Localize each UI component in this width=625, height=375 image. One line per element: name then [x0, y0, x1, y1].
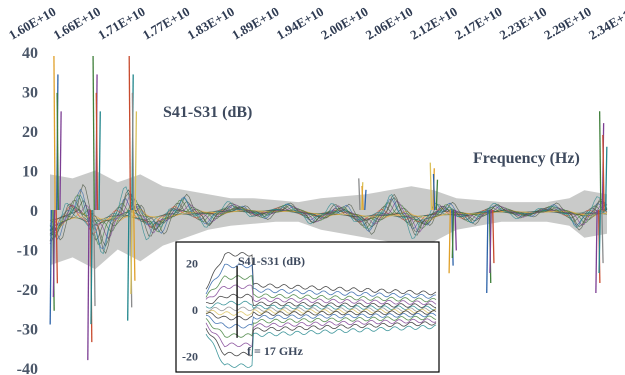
y-tick-labels: 40 30 20 10 0 -10 -20 -30 -40 — [17, 45, 38, 375]
spike-line — [128, 55, 132, 211]
spike-line — [95, 92, 99, 211]
trace-line — [49, 198, 608, 240]
spike-line — [134, 111, 138, 211]
inset-chart: 20 0 -20 S41-S31 (dB) f = 17 GHz — [175, 241, 440, 373]
x-tick-label: 1.94E+10 — [274, 4, 326, 43]
y-tick-label: -10 — [17, 243, 38, 260]
trace-line — [49, 204, 608, 234]
inset-y-tick-label: 0 — [192, 303, 198, 317]
spike-line — [451, 209, 455, 259]
spike-line — [435, 179, 439, 211]
y-tick-label: -20 — [17, 282, 38, 299]
inset-trace-line — [205, 310, 437, 321]
x-tick-label: 1.71E+10 — [95, 4, 147, 43]
spike-line — [127, 209, 130, 321]
spike-line — [87, 209, 90, 361]
spike-line — [448, 209, 451, 274]
trace-line — [49, 208, 608, 228]
x-tick-label: 1.89E+10 — [229, 4, 281, 43]
trace-line — [49, 193, 608, 245]
inset-y-tick-label: -20 — [182, 349, 198, 363]
inset-trace-line — [205, 312, 437, 329]
trace-line — [49, 186, 608, 255]
y-tick-label: -30 — [17, 322, 38, 339]
spike-line — [55, 209, 59, 284]
inset-y-tick-label: 20 — [186, 257, 198, 271]
inset-trace-line — [205, 315, 437, 338]
inset-trace-line — [205, 318, 437, 348]
y-tick-label: -40 — [17, 361, 38, 375]
spike-line — [133, 209, 136, 281]
x-tick-label: 1.77E+10 — [140, 4, 192, 43]
x-tick-labels: 1.60E+101.66E+101.71E+101.77E+101.83E+10… — [6, 4, 625, 43]
spike-line — [49, 209, 53, 325]
x-tick-label: 1.83E+10 — [184, 4, 236, 43]
inset-trace-line — [205, 300, 437, 311]
spike-line — [604, 146, 608, 211]
spike-line — [130, 209, 133, 295]
spike-traces — [49, 55, 608, 361]
spike-line — [364, 189, 367, 211]
spike-line — [98, 111, 101, 211]
spike-line — [90, 209, 93, 325]
spike-line — [602, 134, 605, 211]
x-tick-label: 2.12E+10 — [408, 4, 460, 43]
spike-line — [601, 209, 604, 264]
spike-line — [489, 209, 492, 274]
y-tick-label: 40 — [22, 45, 38, 62]
y-tick-label: 10 — [22, 164, 38, 181]
inset-y-axis-title: S41-S31 (dB) — [238, 254, 305, 268]
envelope-band — [50, 170, 607, 270]
spike-line — [432, 173, 436, 211]
spike-line — [492, 209, 495, 264]
spike-line — [361, 185, 364, 211]
y-tick-label: 20 — [22, 124, 38, 141]
inset-trace-line — [205, 284, 437, 306]
spike-line — [53, 55, 56, 211]
inset-trace-line — [205, 263, 436, 299]
spike-line — [595, 209, 598, 293]
inset-trace-line — [205, 275, 437, 303]
spike-line — [56, 92, 59, 211]
spike-line — [429, 162, 433, 211]
frequency-annotation: f = 17 GHz — [247, 344, 304, 358]
x-axis-title: Frequency (Hz) — [473, 150, 580, 167]
x-tick-label: 2.06E+10 — [363, 4, 415, 43]
inset-trace-line — [205, 321, 437, 357]
inset-frame — [175, 241, 440, 373]
spike-line — [131, 92, 135, 211]
spike-line — [598, 111, 602, 211]
y-axis-title: S41-S31 (dB) — [163, 104, 252, 121]
y-tick-label: 0 — [30, 203, 38, 220]
spike-line — [358, 178, 361, 211]
x-tick-label: 1.60E+10 — [6, 4, 58, 43]
x-tick-label: 2.34E+10 — [586, 4, 625, 43]
spike-line — [598, 209, 601, 274]
inset-trace-fan — [205, 252, 437, 368]
spike-line — [486, 209, 489, 293]
trace-line — [49, 189, 608, 247]
x-tick-label: 2.29E+10 — [541, 4, 593, 43]
y-tick-label: 30 — [22, 85, 38, 102]
x-tick-label: 2.00E+10 — [318, 4, 370, 43]
inset-y-tick-labels: 20 0 -20 — [182, 257, 198, 364]
inset-trace-line — [206, 293, 437, 309]
x-tick-label: 2.23E+10 — [497, 4, 549, 43]
spike-line — [52, 209, 56, 298]
spike-line — [92, 55, 95, 211]
x-tick-label: 2.17E+10 — [452, 4, 504, 43]
inset-trace-line — [205, 324, 437, 368]
trace-envelope — [49, 170, 608, 270]
spike-line — [59, 111, 62, 211]
x-tick-label: 1.66E+10 — [51, 4, 103, 43]
spike-line — [454, 209, 457, 251]
inset-trace-line — [205, 252, 437, 296]
spike-line — [93, 209, 96, 307]
